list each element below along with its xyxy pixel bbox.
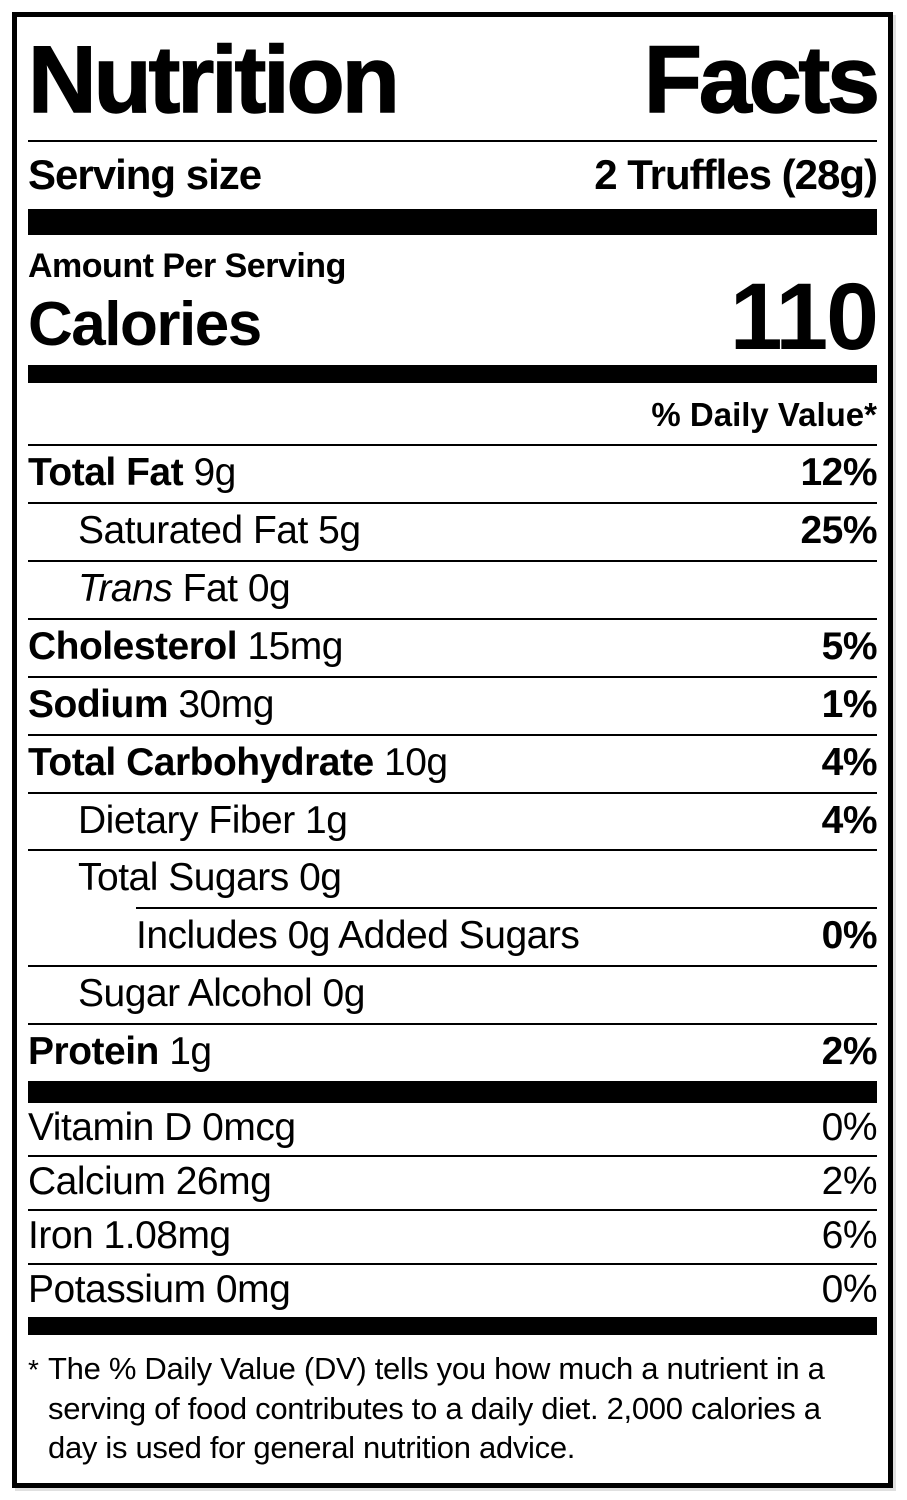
vitamin-row-calcium: Calcium 26mg 2% [28,1155,878,1209]
daily-value-percent: 4% [821,740,878,784]
nutrient-row-cholesterol: Cholesterol 15mg 5% [28,617,878,676]
nutrient-row-protein: Protein 1g 2% [28,1023,878,1081]
title-word-facts: Facts [643,27,881,133]
vitamin-name: Iron 1.08mg [28,1214,231,1258]
nutrient-name: Sodium 30mg [28,682,274,726]
daily-value-percent: 2% [821,1160,878,1204]
vitamin-row-potassium: Potassium 0mg 0% [28,1263,878,1317]
thick-divider-calories [28,364,877,383]
vitamin-name: Potassium 0mg [28,1268,291,1312]
serving-size-label: Serving size [28,151,262,198]
nutrition-facts-label: Nutrition Facts Serving size 2 Truffles … [12,12,893,1488]
amount-per-serving-label: Amount Per Serving [28,247,346,285]
daily-value-percent: 4% [821,798,878,842]
vitamin-row-iron: Iron 1.08mg 6% [28,1209,878,1263]
vitamin-name: Vitamin D 0mcg [28,1106,296,1150]
vitamin-name: Calcium 26mg [28,1160,272,1204]
daily-value-percent: 25% [800,508,877,552]
footnote-text: The % Daily Value (DV) tells you how muc… [48,1350,825,1466]
daily-value-percent: 0% [821,914,878,958]
nutrient-name: Saturated Fat 5g [78,508,361,552]
nutrient-row-sugar-alcohol: Sugar Alcohol 0g [28,965,877,1023]
title-divider [28,140,877,142]
nutrient-row-dietary-fiber: Dietary Fiber 1g 4% [28,791,878,850]
nutrient-row-saturated-fat: Saturated Fat 5g 25% [28,501,877,560]
calories-label: Calories [28,290,262,359]
nutrient-row-added-sugars: Includes 0g Added Sugars 0% [136,907,878,965]
daily-value-percent: 0% [821,1268,878,1312]
daily-value-percent: 1% [821,682,878,726]
thick-divider-bottom [28,1316,877,1335]
daily-value-percent: 12% [800,450,877,494]
thick-divider-top [28,209,877,235]
nutrient-row-sodium: Sodium 30mg 1% [28,675,878,734]
calories-section: Amount Per Serving Calories 110 [28,235,879,370]
nutrient-name: Trans Fat 0g [78,566,291,610]
vitamin-row-vitamin-d: Vitamin D 0mcg 0% [28,1103,878,1155]
daily-value-percent: 0% [821,1106,878,1150]
daily-value-footnote: * The % Daily Value (DV) tells you how m… [28,1335,877,1468]
label-title: Nutrition Facts [27,17,881,140]
footnote-asterisk: * [28,1353,39,1385]
daily-value-percent: 5% [821,624,878,668]
serving-size-row: Serving size 2 Truffles (28g) [28,142,878,209]
nutrient-name: Cholesterol 15mg [28,624,343,668]
nutrient-name: Total Fat 9g [28,450,236,494]
calories-value: 110 [729,263,879,370]
calories-left-column: Amount Per Serving Calories [28,247,346,355]
nutrient-name: Total Sugars 0g [78,856,342,900]
title-word-nutrition: Nutrition [27,27,400,133]
daily-value-percent: 2% [821,1030,878,1074]
nutrient-row-total-sugars: Total Sugars 0g [28,849,877,907]
nutrient-name: Includes 0g Added Sugars [136,914,580,958]
nutrient-name: Dietary Fiber 1g [78,798,348,842]
nutrient-name: Total Carbohydrate 10g [28,740,448,784]
serving-size-value: 2 Truffles (28g) [594,151,878,198]
nutrient-row-total-fat: Total Fat 9g 12% [28,443,877,502]
nutrient-row-total-carbohydrate: Total Carbohydrate 10g 4% [28,733,878,792]
daily-value-percent: 6% [821,1214,878,1258]
thick-divider-protein [28,1081,877,1104]
nutrient-name: Protein 1g [28,1030,212,1074]
nutrient-name: Sugar Alcohol 0g [78,972,365,1016]
daily-value-header: % Daily Value* [651,395,877,433]
nutrient-row-trans-fat: Trans Fat 0g [28,559,877,618]
